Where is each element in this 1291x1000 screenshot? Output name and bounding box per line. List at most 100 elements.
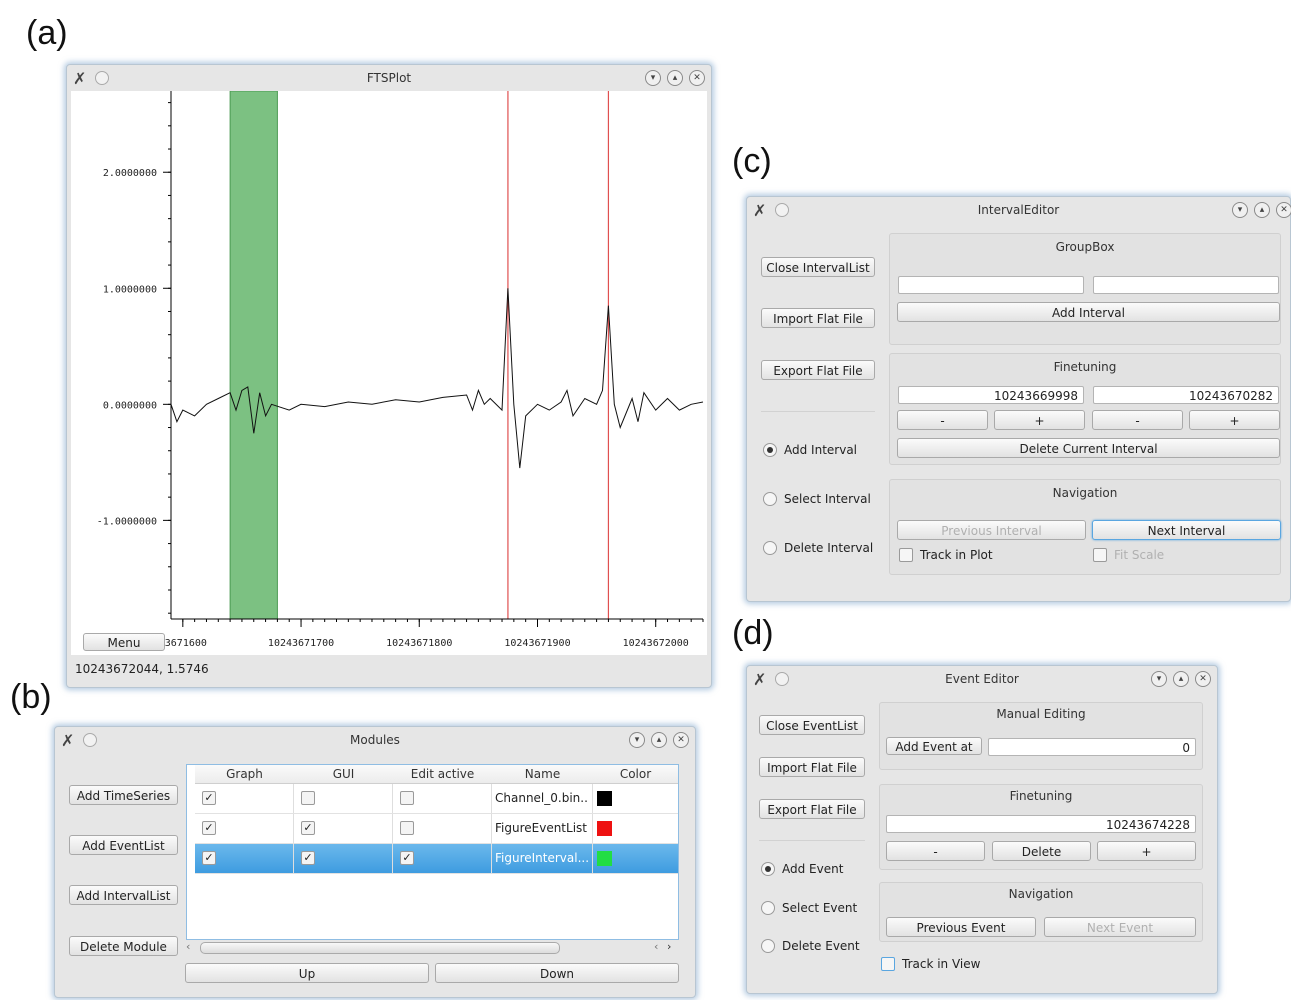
column-header-name[interactable]: Name bbox=[492, 765, 593, 784]
scroll-right-icon[interactable]: › bbox=[667, 940, 672, 953]
next-interval-button[interactable]: Next Interval bbox=[1092, 520, 1281, 540]
checkbox-box[interactable] bbox=[899, 548, 913, 562]
up-button[interactable]: Up bbox=[185, 963, 429, 983]
maximize-icon[interactable]: ▴ bbox=[651, 732, 667, 748]
scrollbar-thumb[interactable] bbox=[200, 942, 560, 954]
modules-titlebar[interactable]: ✗ Modules ▾ ▴ ✕ bbox=[55, 727, 695, 753]
radio-add-event[interactable]: Add Event bbox=[761, 862, 843, 876]
import-flat-file-button[interactable]: Import Flat File bbox=[761, 308, 875, 328]
graph-checkbox[interactable]: ✓ bbox=[202, 821, 216, 835]
next-event-button[interactable]: Next Event bbox=[1044, 917, 1196, 937]
track-in-plot-checkbox[interactable]: Track in Plot bbox=[899, 548, 993, 562]
add-intervallist-button[interactable]: Add IntervalList bbox=[69, 885, 178, 905]
radio-add-interval[interactable]: Add Interval bbox=[763, 443, 857, 457]
event-position-value[interactable]: 10243674228 bbox=[886, 815, 1196, 833]
delete-event-button[interactable]: Delete bbox=[992, 841, 1091, 861]
start-decrement-button[interactable]: - bbox=[897, 410, 988, 430]
menu-button[interactable]: Menu bbox=[83, 633, 165, 651]
module-color-swatch[interactable] bbox=[597, 791, 612, 806]
pin-icon[interactable] bbox=[775, 203, 789, 217]
column-header-gui[interactable]: GUI bbox=[294, 765, 393, 784]
fit-scale-checkbox[interactable]: Fit Scale bbox=[1093, 548, 1164, 562]
radio-dot[interactable] bbox=[761, 862, 775, 876]
close-intervallist-button[interactable]: Close IntervalList bbox=[761, 257, 875, 277]
close-icon[interactable]: ✕ bbox=[1195, 671, 1211, 687]
start-increment-button[interactable]: + bbox=[994, 410, 1085, 430]
ftsplot-canvas[interactable]: 2.0000000 1.0000000 0.0000000 -1.0000000 436… bbox=[71, 91, 707, 655]
gui-checkbox[interactable]: ✓ bbox=[301, 821, 315, 835]
radio-dot[interactable] bbox=[761, 939, 775, 953]
close-icon[interactable]: ✕ bbox=[1276, 202, 1291, 218]
add-event-position-field[interactable]: 0 bbox=[988, 738, 1196, 756]
delete-current-interval-button[interactable]: Delete Current Interval bbox=[897, 438, 1280, 458]
app-logo-icon[interactable]: ✗ bbox=[753, 670, 767, 689]
checkbox-box[interactable] bbox=[1093, 548, 1107, 562]
graph-checkbox[interactable]: ✓ bbox=[202, 791, 216, 805]
track-in-view-checkbox[interactable]: Track in View bbox=[881, 957, 980, 971]
app-logo-icon[interactable]: ✗ bbox=[753, 201, 767, 220]
maximize-icon[interactable]: ▴ bbox=[667, 70, 683, 86]
radio-select-interval[interactable]: Select Interval bbox=[763, 492, 871, 506]
radio-dot[interactable] bbox=[763, 443, 777, 457]
add-timeseries-button[interactable]: Add TimeSeries bbox=[69, 785, 178, 805]
close-icon[interactable]: ✕ bbox=[689, 70, 705, 86]
pin-icon[interactable] bbox=[95, 71, 109, 85]
table-row[interactable]: ✓ Channel_0.bin.... bbox=[195, 784, 678, 814]
minimize-icon[interactable]: ▾ bbox=[1151, 671, 1167, 687]
radio-dot[interactable] bbox=[763, 541, 777, 555]
radio-select-event[interactable]: Select Event bbox=[761, 901, 857, 915]
gui-checkbox[interactable] bbox=[301, 791, 315, 805]
close-icon[interactable]: ✕ bbox=[673, 732, 689, 748]
add-event-at-button[interactable]: Add Event at bbox=[886, 737, 982, 755]
column-header-graph[interactable]: Graph bbox=[195, 765, 294, 784]
app-logo-icon[interactable]: ✗ bbox=[61, 731, 75, 750]
scroll-left-icon[interactable]: ‹ bbox=[654, 940, 659, 953]
export-flat-file-button[interactable]: Export Flat File bbox=[761, 360, 875, 380]
interval-editor-titlebar[interactable]: ✗ IntervalEditor ▾ ▴ ✕ bbox=[747, 197, 1291, 223]
event-editor-titlebar[interactable]: ✗ Event Editor ▾ ▴ ✕ bbox=[747, 666, 1217, 692]
delete-module-button[interactable]: Delete Module bbox=[69, 936, 178, 956]
previous-event-button[interactable]: Previous Event bbox=[886, 917, 1036, 937]
scroll-left-icon[interactable]: ‹ bbox=[186, 940, 191, 953]
minimize-icon[interactable]: ▾ bbox=[645, 70, 661, 86]
increment-button[interactable]: + bbox=[1097, 841, 1196, 861]
gui-checkbox[interactable]: ✓ bbox=[301, 851, 315, 865]
close-eventlist-button[interactable]: Close EventList bbox=[759, 715, 865, 735]
ftsplot-titlebar[interactable]: ✗ FTSPlot ▾ ▴ ✕ bbox=[67, 65, 711, 91]
interval-end-field[interactable] bbox=[1093, 276, 1279, 294]
horizontal-scrollbar[interactable]: ‹ ‹ › bbox=[186, 940, 679, 954]
module-color-swatch[interactable] bbox=[597, 851, 612, 866]
column-header-color[interactable]: Color bbox=[593, 765, 678, 784]
pin-icon[interactable] bbox=[83, 733, 97, 747]
checkbox-box[interactable] bbox=[881, 957, 895, 971]
edit-active-checkbox[interactable] bbox=[400, 791, 414, 805]
down-button[interactable]: Down bbox=[435, 963, 679, 983]
add-eventlist-button[interactable]: Add EventList bbox=[69, 835, 178, 855]
radio-delete-event[interactable]: Delete Event bbox=[761, 939, 860, 953]
decrement-button[interactable]: - bbox=[886, 841, 985, 861]
interval-start-field[interactable] bbox=[898, 276, 1084, 294]
radio-dot[interactable] bbox=[761, 901, 775, 915]
minimize-icon[interactable]: ▾ bbox=[1232, 202, 1248, 218]
end-increment-button[interactable]: + bbox=[1189, 410, 1280, 430]
interval-start-value[interactable]: 10243669998 bbox=[898, 386, 1084, 404]
table-row[interactable]: ✓ ✓ FigureEventList bbox=[195, 814, 678, 844]
pin-icon[interactable] bbox=[775, 672, 789, 686]
module-color-swatch[interactable] bbox=[597, 821, 612, 836]
end-decrement-button[interactable]: - bbox=[1092, 410, 1183, 430]
edit-active-checkbox[interactable] bbox=[400, 821, 414, 835]
radio-dot[interactable] bbox=[763, 492, 777, 506]
modules-table[interactable]: Graph GUI Edit active Name Color ✓ Chann… bbox=[186, 764, 679, 940]
edit-active-checkbox[interactable]: ✓ bbox=[400, 851, 414, 865]
column-header-edit-active[interactable]: Edit active bbox=[393, 765, 492, 784]
minimize-icon[interactable]: ▾ bbox=[629, 732, 645, 748]
previous-interval-button[interactable]: Previous Interval bbox=[897, 520, 1086, 540]
table-row-selected[interactable]: ✓ ✓ ✓ FigureInterval... bbox=[195, 844, 678, 874]
add-interval-button[interactable]: Add Interval bbox=[897, 302, 1280, 322]
app-logo-icon[interactable]: ✗ bbox=[73, 69, 87, 88]
import-flat-file-button[interactable]: Import Flat File bbox=[759, 757, 865, 777]
radio-delete-interval[interactable]: Delete Interval bbox=[763, 541, 873, 555]
graph-checkbox[interactable]: ✓ bbox=[202, 851, 216, 865]
maximize-icon[interactable]: ▴ bbox=[1254, 202, 1270, 218]
maximize-icon[interactable]: ▴ bbox=[1173, 671, 1189, 687]
